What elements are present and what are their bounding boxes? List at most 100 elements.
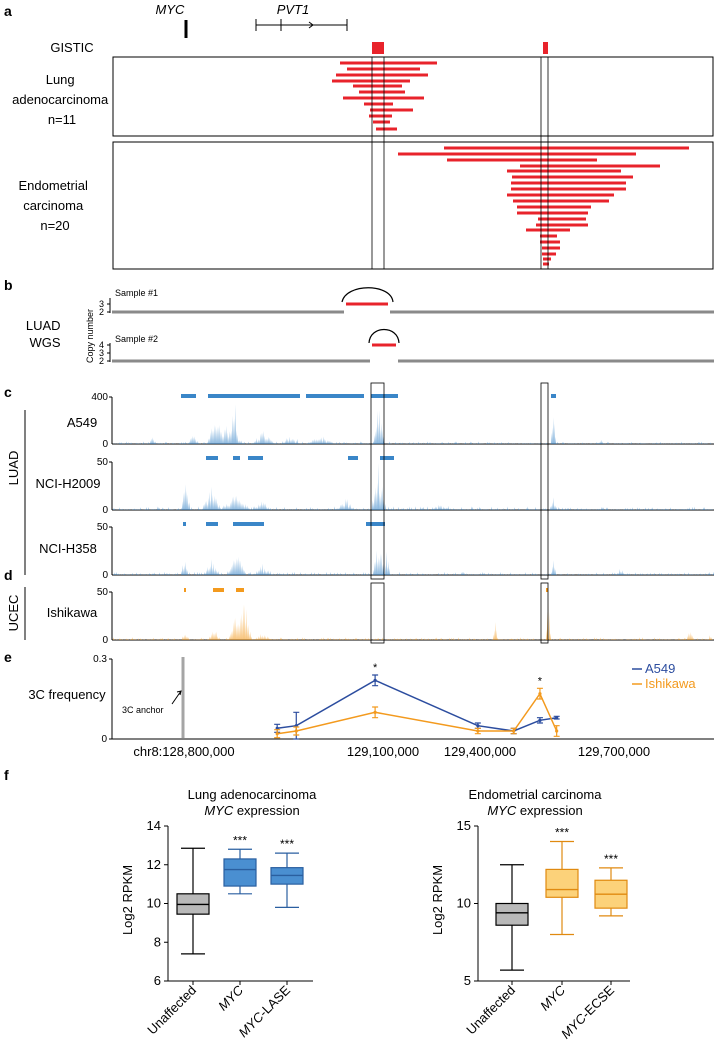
3c-significance-star: * (538, 675, 543, 687)
luad-segment (332, 79, 410, 83)
ucec-segment (507, 193, 614, 197)
box-y-tick-label: 14 (147, 818, 161, 833)
enhancer-peak-call (208, 394, 300, 398)
xtick-1: chr8:128,800,000 (133, 744, 234, 759)
3c-data-point (373, 678, 377, 682)
track-a549-label: A549 (67, 415, 97, 430)
enhancer-peak-call (371, 394, 398, 398)
3c-data-point (373, 710, 377, 714)
ucec-cellline-group-label: UCEC (6, 595, 21, 632)
svg-text:0: 0 (102, 439, 108, 450)
3c-data-point (555, 729, 559, 733)
ucec-segment (507, 169, 621, 173)
xtick-4: 129,700,000 (578, 744, 650, 759)
ucec-segment (512, 175, 633, 179)
box-significance: *** (604, 852, 618, 866)
enhancer-peak-call (213, 588, 224, 592)
luad-segment (340, 61, 437, 65)
luad-segment (359, 90, 405, 94)
ucec-segment (536, 223, 588, 227)
circular-junction-arc-2 (368, 329, 400, 344)
pvt1-gene-model (255, 19, 348, 31)
ucec-segment (447, 158, 597, 162)
circular-junction-arc-1 (341, 287, 394, 303)
box-category-label: MYC-LASE (236, 982, 294, 1040)
enhancer-peak-call (366, 522, 385, 526)
gene-pvt1-label: PVT1 (277, 2, 310, 17)
ucec-box-title: Endometrial carcinoma (469, 787, 603, 802)
track-a549: A549 400 0 (67, 392, 714, 450)
box-category-label: MYC-ECSE (558, 982, 617, 1041)
sample-2-label: Sample #2 (115, 334, 158, 344)
luad-box-title: Lung adenocarcinoma (188, 787, 317, 802)
ucec-box-subtitle: MYC expression (487, 803, 582, 818)
box-y-tick-label: 5 (464, 973, 471, 988)
panel-label-d: d (4, 567, 13, 583)
3c-data-point (476, 724, 480, 728)
3c-data-point (512, 729, 516, 733)
gistic-label: GISTIC (50, 40, 93, 55)
luase-highlight-c (370, 382, 385, 580)
enhancer-peak-call (184, 588, 186, 592)
luad-cellline-group-label: LUAD (6, 451, 21, 486)
box-y-tick-label: 10 (147, 896, 161, 911)
enhancer-peak-call (206, 456, 218, 460)
track-ishikawa-label: Ishikawa (47, 605, 98, 620)
svg-text:4: 4 (99, 340, 104, 350)
xtick-3: 129,400,000 (444, 744, 516, 759)
ucec-segment (540, 240, 560, 244)
luad-box-ylabel: Log2 RPKM (120, 865, 135, 935)
box-y-tick-label: 15 (457, 818, 471, 833)
box-y-tick-label: 8 (154, 934, 161, 949)
ucec-segment (543, 257, 551, 261)
box-iqr (495, 902, 529, 926)
luad-segment (369, 114, 392, 118)
copy-number-axis-title: Copy number (85, 309, 95, 363)
luad-box-subtitle: MYC expression (204, 803, 299, 818)
enhancer-peak-call (306, 394, 364, 398)
luase-highlight-d (370, 582, 385, 644)
legend-ishikawa: Ishikawa (645, 676, 696, 691)
3c-series-line-a549 (277, 679, 557, 732)
box-y-tick-label: 10 (457, 896, 471, 911)
gistic-peak-1 (372, 42, 384, 54)
enhancer-peak-call (546, 588, 548, 592)
luad-group-label: Lung adenocarcinoma n=11 (12, 72, 112, 127)
ucec-segment (513, 199, 609, 203)
svg-text:50: 50 (97, 587, 109, 598)
ucec-segment (542, 252, 556, 256)
ucec-segment (520, 164, 660, 168)
3c-anchor-label: 3C anchor (122, 705, 164, 715)
nci-h358-chip-signal (112, 550, 714, 575)
ecse-highlight-c (540, 382, 549, 580)
nci-h2009-enhancer-peaks (206, 456, 394, 460)
svg-text:0: 0 (102, 635, 108, 646)
ucec-segment (444, 146, 689, 150)
box-category-label: Unaffected (463, 983, 518, 1038)
ucec-segment (511, 181, 626, 185)
luad-amplicon-segments (332, 61, 437, 131)
3c-data-point (294, 729, 298, 733)
3c-data-point (538, 692, 542, 696)
luad-segment (364, 102, 393, 106)
box-significance: *** (555, 826, 569, 840)
enhancer-peak-call (380, 456, 394, 460)
ecse-highlight-d (540, 582, 549, 644)
3c-significance-star: * (373, 662, 378, 674)
luase-highlight-a (371, 56, 385, 270)
svg-text:50: 50 (97, 522, 109, 533)
svg-text:400: 400 (91, 392, 108, 403)
luad-segment (343, 96, 424, 100)
wgs-sample-2: Sample #2 4 3 2 (99, 329, 714, 366)
track-nci-h358: NCI-H358 50 0 (39, 522, 714, 581)
3c-frequency-ylabel: 3C frequency (28, 687, 106, 702)
legend-a549: A549 (645, 661, 675, 676)
enhancer-peak-call (183, 522, 186, 526)
a549-enhancer-peaks (181, 394, 556, 398)
ishikawa-enhancer-peaks (184, 588, 548, 592)
svg-text:3: 3 (99, 299, 104, 309)
box-category-label: MYC (215, 982, 246, 1013)
